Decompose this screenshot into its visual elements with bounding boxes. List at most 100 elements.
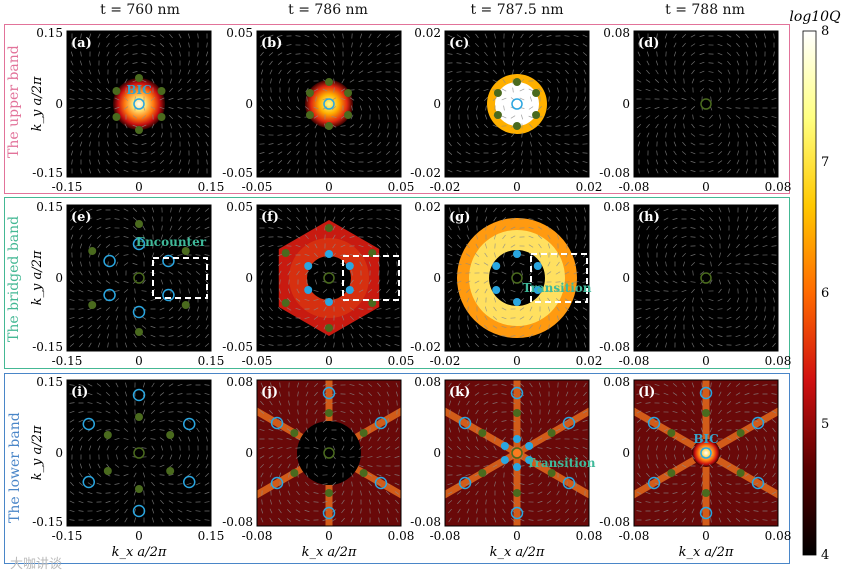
polarization-vector	[690, 253, 696, 257]
polarization-vector	[727, 508, 731, 514]
polarization-vector	[547, 234, 551, 240]
polarization-vector	[708, 325, 714, 329]
polarization-vector	[764, 445, 766, 451]
polarization-vector	[510, 429, 516, 431]
polarization-vector	[565, 69, 569, 75]
column-header-4: t = 788 nm	[665, 2, 745, 18]
polarization-vector	[547, 243, 551, 249]
polarization-vector	[663, 509, 669, 513]
polarization-vector	[116, 324, 118, 330]
polarization-vector	[555, 271, 561, 275]
y-tick-label: 0	[55, 97, 63, 111]
polarization-vector	[260, 391, 264, 397]
polarization-vector	[134, 517, 136, 523]
polarization-vector	[564, 446, 570, 450]
y-tick-label: -0.02	[410, 340, 441, 354]
polarization-vector	[771, 226, 777, 230]
polarization-vector	[701, 288, 703, 294]
polarization-vector	[763, 315, 767, 321]
polarization-vector	[394, 317, 400, 319]
polarization-vector	[277, 226, 283, 230]
polarization-vector	[682, 87, 686, 93]
polarization-vector	[314, 252, 318, 258]
green-vortex-marker	[281, 299, 290, 307]
polarization-vector	[277, 61, 283, 65]
polarization-vector	[270, 279, 272, 285]
polarization-vector	[484, 288, 488, 294]
polarization-vector	[304, 53, 310, 55]
polarization-vector	[277, 236, 283, 238]
polarization-vector	[493, 472, 497, 478]
polarization-vector	[645, 501, 651, 503]
polarization-vector	[501, 297, 507, 303]
polarization-vector	[557, 391, 559, 397]
polarization-vector	[492, 151, 498, 155]
x-tick-label: -0.05	[242, 180, 273, 194]
polarization-vector	[529, 306, 533, 312]
panel-label: (i)	[71, 385, 88, 400]
polarization-vector	[764, 60, 766, 66]
polarization-vector	[269, 297, 273, 303]
polarization-vector	[484, 306, 488, 312]
polarization-vector	[728, 216, 730, 222]
polarization-vector	[520, 69, 524, 75]
polarization-vector	[287, 409, 291, 415]
y-axis-label: k_y a/2π	[30, 250, 45, 305]
x-tick-label: 0	[513, 529, 521, 543]
polarization-vector	[159, 392, 165, 396]
polarization-vector	[332, 234, 336, 240]
polarization-vector	[700, 324, 704, 330]
polarization-vector	[313, 325, 319, 329]
polarization-vector	[584, 78, 586, 84]
y-tick-label: -0.08	[599, 340, 630, 354]
polarization-vector	[141, 298, 147, 302]
polarization-vector	[69, 208, 75, 212]
polarization-vector	[557, 342, 559, 348]
polarization-vector	[573, 438, 579, 440]
polarization-vector	[501, 307, 507, 311]
blue-vortex-marker	[513, 463, 521, 471]
polarization-vector	[80, 261, 82, 267]
polarization-vector	[710, 490, 712, 496]
polarization-vector	[349, 226, 355, 230]
polarization-vector	[556, 490, 560, 496]
polarization-vector	[574, 78, 578, 84]
polarization-vector	[367, 317, 373, 319]
polarization-vector	[313, 446, 319, 450]
polarization-vector	[114, 253, 120, 257]
polarization-vector	[279, 279, 281, 285]
polarization-vector	[269, 261, 273, 267]
polarization-vector	[484, 96, 488, 102]
polarization-vector	[133, 490, 137, 496]
polarization-vector	[492, 272, 498, 274]
polarization-vector	[465, 253, 471, 257]
polarization-vector	[672, 410, 678, 414]
polarization-vector	[582, 133, 588, 137]
polarization-vector	[87, 501, 93, 503]
polarization-vector	[323, 168, 327, 174]
polarization-vector	[735, 97, 741, 101]
polarization-vector	[204, 208, 210, 212]
polarization-vector	[744, 343, 750, 347]
y-tick-label: 0.15	[36, 375, 63, 389]
polarization-vector	[159, 43, 165, 47]
blue-vortex-marker	[458, 416, 472, 430]
polarization-vector	[341, 508, 345, 514]
polarization-vector	[727, 243, 731, 249]
polarization-vector	[494, 481, 496, 487]
polarization-vector	[502, 234, 506, 240]
polarization-vector	[277, 125, 283, 127]
polarization-vector	[386, 105, 390, 111]
polarization-vector	[88, 234, 92, 240]
polarization-vector	[197, 51, 199, 57]
polarization-vector	[132, 88, 138, 92]
polarization-vector	[331, 105, 337, 111]
polarization-vector	[465, 455, 471, 459]
polarization-vector	[691, 490, 695, 496]
polarization-vector	[133, 342, 137, 348]
polarization-vector	[449, 123, 451, 129]
polarization-vector	[297, 391, 299, 397]
polarization-vector	[771, 271, 777, 275]
polarization-vector	[645, 325, 651, 329]
polarization-vector	[746, 297, 748, 303]
